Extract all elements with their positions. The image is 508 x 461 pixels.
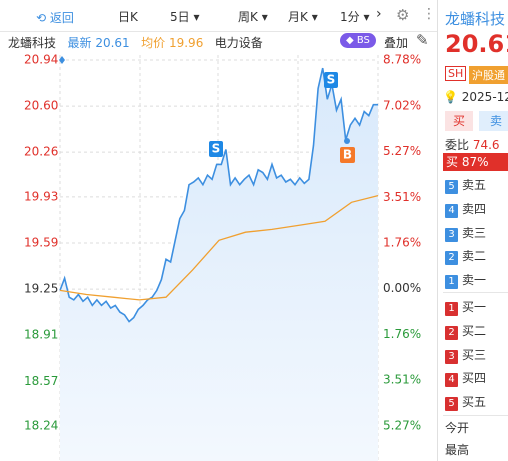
period-tab[interactable]: 5日 ▾: [170, 10, 200, 24]
y2-tick-label: 8.78%: [383, 53, 421, 67]
stock-name: 龙蟠科技: [8, 36, 57, 50]
latest-value: 20.61: [95, 36, 130, 50]
level-label: 卖一: [462, 273, 487, 288]
y2-tick-label: 3.51%: [383, 190, 421, 204]
start-marker: [59, 56, 65, 64]
next-arrow[interactable]: ›: [376, 6, 382, 22]
settings-icon[interactable]: ⚙: [396, 6, 410, 24]
ratio-value: 74.6: [472, 138, 500, 152]
level-label: 卖五: [462, 178, 487, 192]
y-tick-label: 18.24: [24, 419, 58, 433]
panel-name: 龙蟠科技: [445, 10, 506, 28]
date: 2025-12: [461, 90, 508, 104]
level-label: 买四: [462, 371, 487, 386]
order-row: 5 卖五: [445, 176, 486, 194]
y2-tick-label: 5.27%: [383, 144, 421, 158]
level-label: 卖三: [462, 225, 487, 240]
latest-label: 最新: [67, 36, 92, 50]
buy-button[interactable]: 买: [445, 111, 473, 131]
order-row: 5 买五: [445, 393, 487, 412]
signal-b: B: [340, 138, 355, 163]
y2-tick-label: 1.76%: [383, 235, 421, 249]
sell-button[interactable]: 卖: [479, 111, 508, 131]
period-tab[interactable]: 1分 ▾: [340, 10, 370, 24]
y-tick-label: 18.57: [24, 374, 58, 388]
order-row: 4 卖四: [445, 200, 486, 218]
avg-value: 19.96: [168, 36, 204, 50]
avg-line: [59, 194, 379, 301]
back-button[interactable]: ⟲ 返回: [36, 11, 74, 25]
y2-tick-label: 5.27%: [383, 419, 421, 433]
order-row: 3 买三: [445, 346, 486, 364]
bs-toggle[interactable]: ◆ BS: [340, 33, 376, 48]
more-icon[interactable]: ⋮: [422, 6, 436, 22]
level-tag: 3: [445, 349, 458, 364]
y2-tick-label: 3.51%: [383, 373, 421, 387]
y-tick-label: 20.94: [24, 53, 58, 67]
price-area: [60, 68, 378, 461]
divider: [437, 0, 438, 461]
signal-label: S: [212, 142, 221, 156]
connect-tag: 沪股通: [469, 66, 508, 84]
signal-label: B: [343, 148, 352, 162]
y-tick-label: 19.59: [24, 236, 58, 250]
avg-label: 均价: [141, 36, 166, 50]
level-label: 卖四: [462, 201, 487, 216]
open-label: 今开: [445, 421, 470, 435]
y2-tick-label: 1.76%: [383, 327, 421, 341]
order-row: 2 卖二: [445, 247, 487, 266]
high-label: 最高: [445, 443, 470, 457]
back-label: 返回: [49, 11, 74, 25]
order-row: 1 买一: [445, 298, 486, 316]
period-tab[interactable]: 月K ▾: [288, 10, 318, 24]
level-label: 买五: [462, 395, 487, 410]
level-tag: 1: [445, 275, 458, 290]
order-row: 1 卖一: [445, 271, 487, 290]
y2-tick-label: 7.02%: [383, 98, 421, 112]
level-label: 买三: [462, 347, 487, 362]
quote-panel: 龙蟠科技 20.61 SH 沪股通 💡 2025-12 买 卖 委比 74.6 …: [439, 0, 508, 461]
level-label: 买一: [462, 300, 487, 314]
period-tab[interactable]: 日K: [118, 10, 138, 24]
signal-label: S: [327, 73, 336, 87]
ratio-label: 委比: [445, 138, 470, 152]
y-tick-label: 19.25: [24, 282, 58, 296]
order-row: 3 卖三: [445, 224, 486, 242]
order-row: 2 买二: [445, 322, 486, 340]
level-label: 卖二: [462, 249, 487, 264]
level-tag: 2: [445, 251, 458, 266]
period-label: 5日: [170, 10, 190, 24]
toolbar: ⟲ 返回 日K 5日 ▾ 周K ▾ 月K ▾ 1分 ▾ › ⚙ ⋮: [0, 0, 437, 32]
overlay-button[interactable]: 叠加: [384, 36, 409, 50]
market-tag: SH: [445, 66, 467, 81]
level-tag: 1: [445, 302, 458, 316]
signal-s: S: [324, 72, 338, 88]
level-tag: 2: [445, 325, 458, 340]
y-tick-label: 20.60: [24, 99, 58, 113]
period-label: 1分: [340, 10, 360, 24]
y-tick-label: 18.91: [24, 328, 58, 342]
panel-price: 20.61: [445, 30, 508, 58]
y-tick-label: 20.26: [24, 145, 58, 159]
period-tab[interactable]: 周K ▾: [238, 10, 268, 24]
level-tag: 3: [445, 227, 458, 242]
chart: 20.94 20.60 20.26 19.93 19.59 19.25 18.91 18.57…: [24, 53, 421, 461]
sector: 电力设备: [214, 36, 263, 50]
draw-icon[interactable]: ✎: [416, 31, 429, 49]
y-tick-label: 19.93: [24, 189, 58, 203]
bs-label: BS: [356, 35, 370, 46]
info-bar: 龙蟠科技 最新 20.61 均价 19.96 电力设备: [8, 34, 263, 51]
level-label: 买二: [462, 323, 487, 338]
level-tag: 4: [445, 373, 458, 388]
period-label: 月K: [288, 10, 308, 24]
buy-bar: 买 87%: [443, 153, 508, 171]
level-tag: 5: [445, 397, 458, 412]
y2-tick-label: 0.00%: [383, 281, 421, 295]
order-row: 4 买四: [445, 369, 487, 388]
level-tag: 4: [445, 203, 458, 218]
signal-s: S: [209, 141, 223, 157]
period-label: 周K: [238, 10, 258, 24]
level-tag: 5: [445, 180, 458, 194]
